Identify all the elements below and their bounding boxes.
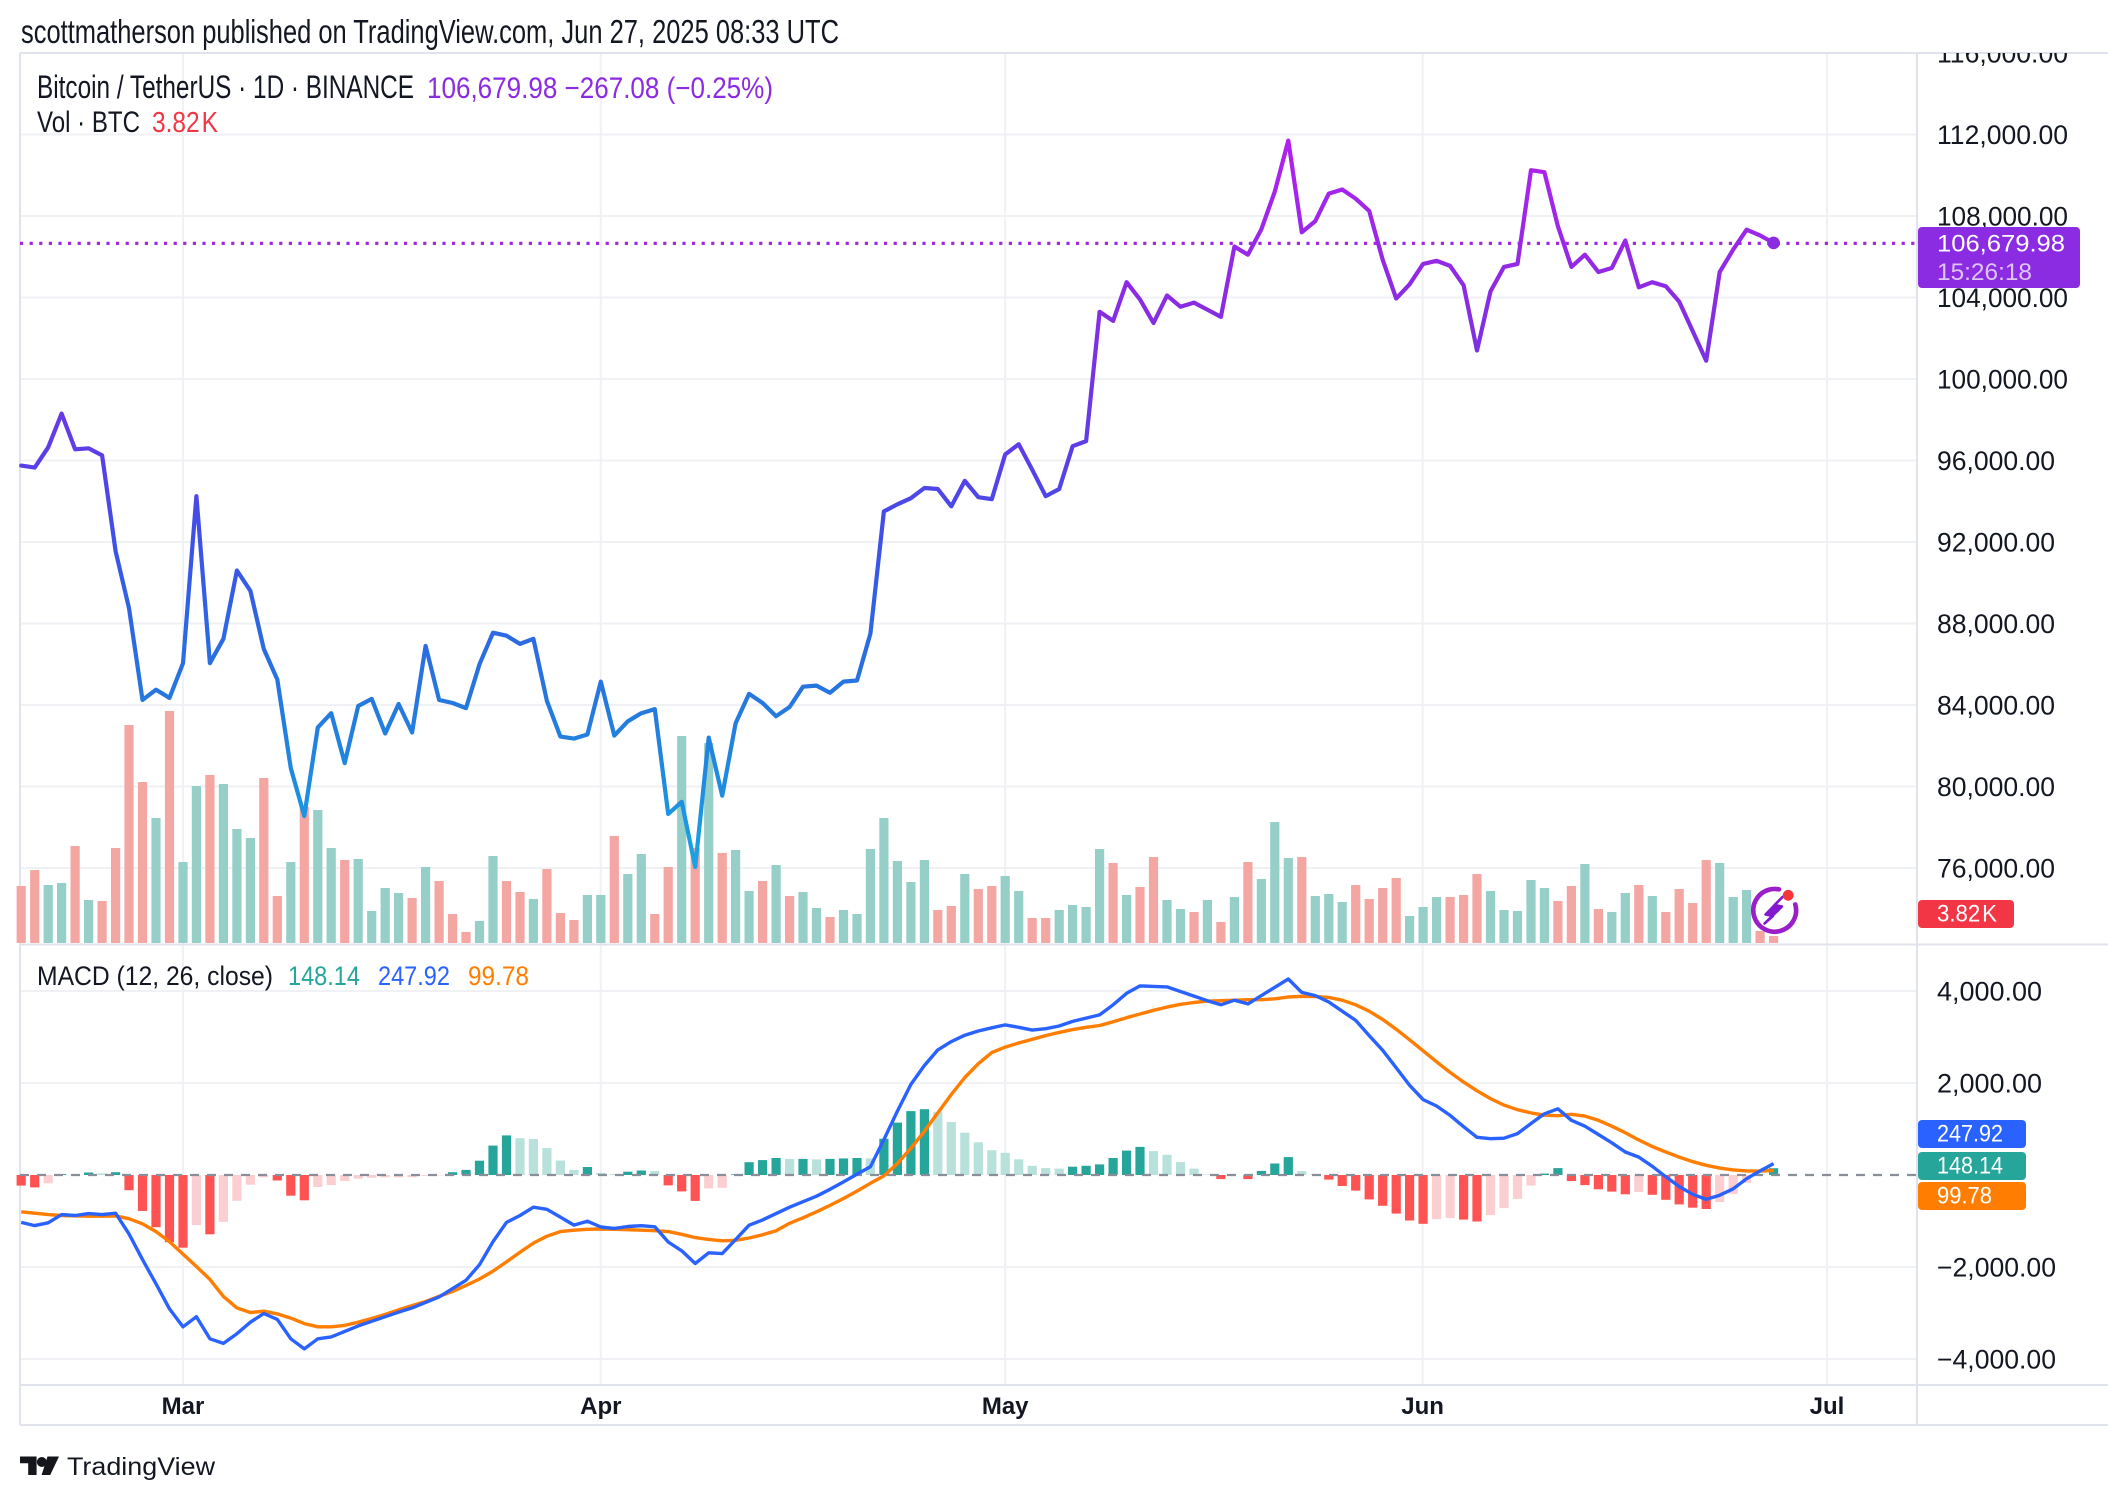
svg-text:148.14: 148.14 (1937, 1153, 2003, 1180)
svg-text:Jun: Jun (1401, 1393, 1444, 1420)
svg-text:80,000.00: 80,000.00 (1937, 772, 2055, 802)
svg-text:84,000.00: 84,000.00 (1937, 691, 2055, 721)
svg-text:108,000.00: 108,000.00 (1937, 202, 2068, 232)
svg-text:Jul: Jul (1810, 1393, 1845, 1420)
svg-text:76,000.00: 76,000.00 (1937, 854, 2055, 884)
svg-text:92,000.00: 92,000.00 (1937, 528, 2055, 558)
svg-text:106,679.98 −267.08 (−0.25%): 106,679.98 −267.08 (−0.25%) (427, 72, 773, 105)
svg-text:4,000.00: 4,000.00 (1937, 977, 2042, 1007)
svg-text:99.78: 99.78 (1937, 1183, 1992, 1210)
svg-text:96,000.00: 96,000.00 (1937, 446, 2055, 476)
svg-text:Bitcoin / TetherUS · 1D · BINA: Bitcoin / TetherUS · 1D · BINANCE (37, 69, 414, 105)
svg-text:Mar: Mar (162, 1393, 205, 1420)
svg-text:116,000.00: 116,000.00 (1937, 39, 2068, 69)
svg-text:3.82 K: 3.82 K (1937, 901, 1998, 928)
svg-text:May: May (982, 1393, 1029, 1420)
svg-text:88,000.00: 88,000.00 (1937, 609, 2055, 639)
svg-text:15:26:18: 15:26:18 (1937, 259, 2032, 286)
svg-text:Vol · BTC: Vol · BTC (37, 106, 140, 139)
svg-text:247.92: 247.92 (1937, 1121, 2003, 1148)
svg-text:247.92: 247.92 (378, 961, 450, 991)
svg-text:TradingView: TradingView (67, 1453, 216, 1481)
svg-text:−2,000.00: −2,000.00 (1937, 1253, 2056, 1283)
svg-text:112,000.00: 112,000.00 (1937, 120, 2068, 150)
svg-text:scottmatherson published on Tr: scottmatherson published on TradingView.… (21, 13, 839, 50)
svg-text:3.82 K: 3.82 K (152, 107, 219, 139)
svg-text:−4,000.00: −4,000.00 (1937, 1345, 2056, 1375)
svg-text:148.14: 148.14 (288, 961, 360, 991)
svg-text:MACD (12, 26, close): MACD (12, 26, close) (37, 961, 273, 991)
svg-text:2,000.00: 2,000.00 (1937, 1069, 2042, 1099)
svg-text:100,000.00: 100,000.00 (1937, 365, 2068, 395)
svg-text:106,679.98: 106,679.98 (1937, 231, 2065, 258)
svg-text:99.78: 99.78 (468, 961, 529, 991)
svg-text:Apr: Apr (580, 1393, 621, 1420)
